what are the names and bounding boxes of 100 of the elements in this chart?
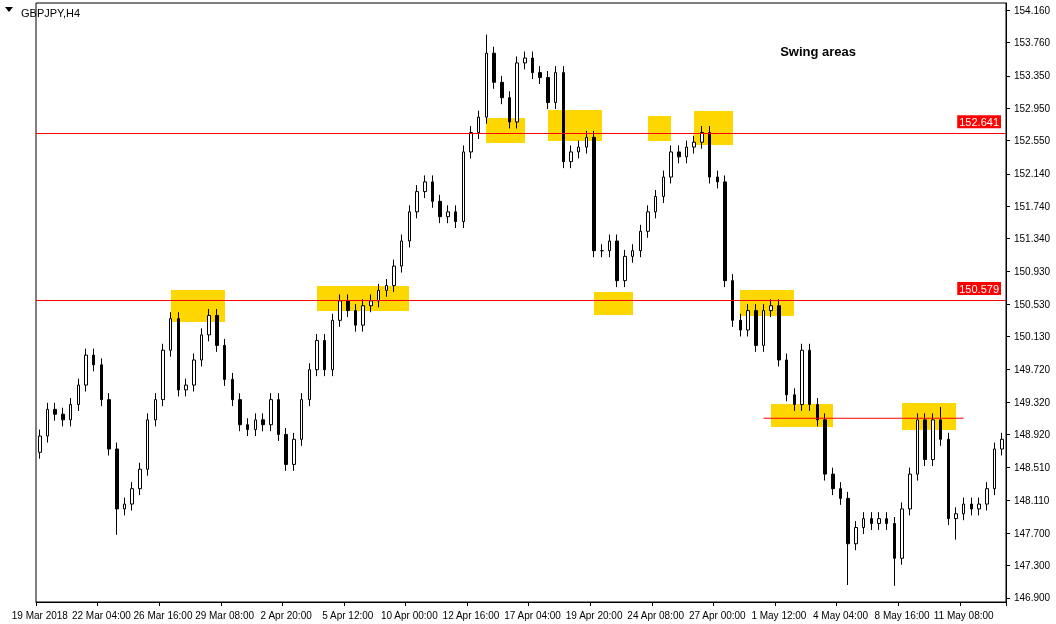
candlestick — [947, 432, 950, 526]
candlestick — [777, 298, 781, 367]
candlestick — [708, 125, 711, 185]
candlestick — [254, 412, 257, 437]
x-tick-label: 19 Apr 20:00 — [565, 609, 623, 621]
candlestick — [585, 130, 588, 155]
candlestick — [400, 234, 403, 274]
candlestick — [785, 353, 788, 402]
x-tick-label: 10 Apr 00:00 — [381, 609, 439, 621]
y-tick-label: 147.700 — [1014, 527, 1051, 539]
candlestick — [323, 333, 326, 377]
candlestick — [954, 506, 958, 541]
candlestick — [331, 313, 334, 377]
candlestick — [115, 442, 119, 536]
ref-line-label: 150.579 — [959, 282, 999, 295]
candlestick — [662, 170, 665, 204]
x-tick-label: 27 Apr 00:00 — [688, 609, 747, 621]
candlestick — [723, 174, 727, 288]
candlestick — [854, 520, 858, 551]
candlestick — [700, 125, 704, 150]
candlestick — [993, 442, 996, 496]
candlestick — [415, 184, 419, 219]
candlestick — [346, 293, 350, 318]
candlestick — [431, 174, 434, 209]
y-tick-label: 148.920 — [1014, 428, 1051, 440]
candlestick — [200, 327, 203, 367]
candlestick — [462, 144, 465, 229]
candlestick — [485, 34, 488, 125]
candlestick — [931, 412, 935, 467]
candlestick — [870, 511, 873, 531]
candlestick — [261, 412, 265, 432]
candlestick — [300, 392, 303, 447]
x-tick-label: 11 May 08:00 — [933, 609, 995, 621]
candlestick — [277, 392, 280, 442]
candlestick — [423, 174, 427, 199]
candlestick — [839, 481, 842, 506]
annotation: Swing areas — [780, 44, 857, 59]
x-tick-label: 5 Apr 12:00 — [322, 609, 374, 621]
candlestick — [692, 135, 696, 155]
candlestick — [562, 65, 565, 169]
candlestick — [308, 362, 311, 407]
candlestick — [623, 249, 627, 288]
candlestick — [900, 501, 904, 566]
candlestick — [192, 353, 196, 393]
candlestick — [107, 392, 111, 456]
candlestick — [269, 392, 273, 432]
candlestick — [631, 243, 634, 264]
candlestick — [600, 243, 604, 258]
x-tick-label: 29 Mar 08:00 — [195, 609, 255, 621]
candlestick — [716, 170, 719, 189]
candlestick — [246, 417, 249, 437]
candlestick — [385, 278, 388, 298]
candlestick — [38, 429, 42, 460]
candlestick — [754, 303, 758, 353]
y-tick-label: 151.340 — [1014, 233, 1051, 245]
candlestick — [338, 293, 342, 328]
candlestick — [377, 283, 380, 308]
y-tick-label: 150.130 — [1014, 331, 1051, 342]
y-tick-label: 153.350 — [1014, 70, 1051, 82]
candlestick — [985, 481, 989, 512]
candlestick — [146, 412, 149, 477]
candlestick — [408, 204, 411, 248]
x-tick-label: 4 May 04:00 — [812, 609, 869, 621]
y-tick-label: 152.140 — [1014, 168, 1051, 180]
candlestick — [138, 462, 142, 496]
candlestick — [639, 224, 642, 258]
candlestick — [123, 497, 126, 516]
candlestick — [885, 511, 888, 531]
candlestick — [846, 491, 850, 586]
chart-title: GBPJPY,H4 — [21, 6, 81, 19]
y-tick-label: 151.740 — [1014, 200, 1051, 212]
y-tick-label: 148.510 — [1014, 462, 1051, 474]
candlestick — [77, 378, 80, 412]
candlestick — [608, 234, 611, 258]
candlestick — [215, 308, 219, 353]
candlestick — [207, 308, 211, 342]
candlestick — [477, 110, 480, 140]
candlestick — [438, 194, 442, 224]
candlestick — [100, 357, 103, 407]
candlestick — [515, 55, 519, 129]
candlestick — [231, 372, 234, 407]
y-tick-label: 146.900 — [1014, 592, 1051, 604]
candlestick — [916, 412, 919, 482]
candlestick — [546, 70, 550, 110]
candlestick — [762, 303, 765, 353]
candlestick — [523, 51, 527, 70]
candlestick — [893, 516, 896, 587]
x-tick-label: 12 Apr 16:00 — [442, 609, 500, 621]
candlestick — [862, 511, 865, 535]
candlestick — [569, 144, 573, 169]
candlestick — [446, 204, 450, 224]
candlestick — [69, 397, 72, 427]
x-tick-label: 8 May 16:00 — [874, 609, 931, 621]
y-tick-label: 154.160 — [1014, 4, 1051, 16]
candlestick — [592, 130, 596, 258]
candlestick — [731, 273, 734, 328]
candlestick — [554, 65, 557, 110]
candlestick — [769, 298, 773, 318]
candlestick — [284, 427, 288, 472]
candlestick — [746, 303, 750, 337]
